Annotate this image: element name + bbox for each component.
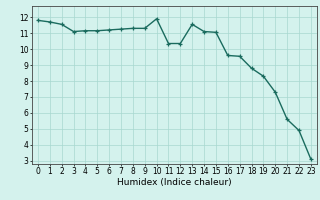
- X-axis label: Humidex (Indice chaleur): Humidex (Indice chaleur): [117, 178, 232, 187]
